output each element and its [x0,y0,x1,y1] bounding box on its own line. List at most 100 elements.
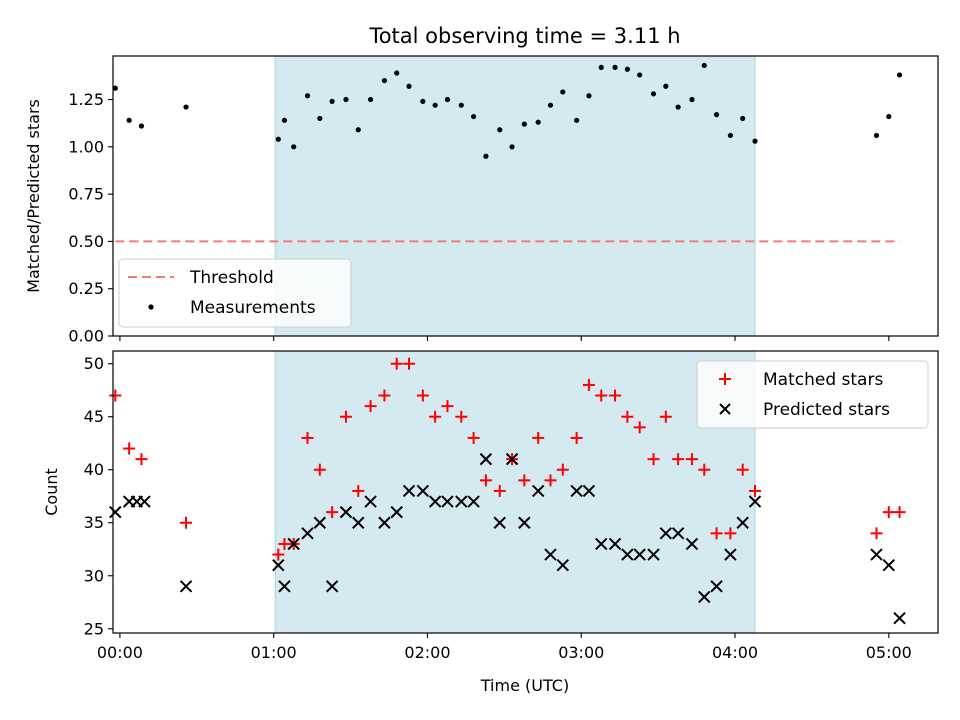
predicted-star-point [455,495,468,508]
measurement-point [281,117,288,123]
x-tick-label: 05:00 [866,643,912,662]
legend-predicted-label: Predicted stars [763,400,890,420]
legend-measurements-label: Measurements [190,298,316,318]
measurement-point [381,77,388,84]
matched-star-point [882,506,895,519]
measurement-point [444,96,451,103]
measurement-point [291,144,297,150]
measurement-point [138,123,145,129]
predicted-star-point [272,558,285,572]
matched-star-point [532,431,545,444]
measurement-point [329,98,335,105]
measurement-point [183,104,189,110]
measurement-point [586,93,592,99]
bottom-legend: Matched stars Predicted stars [696,360,929,429]
predicted-star-point [671,527,685,540]
measurement-point [612,64,618,70]
bottom-y-tick-label: 45 [84,407,104,426]
top-legend-box [118,258,352,328]
predicted-star-point [595,537,608,551]
matched-star-point [582,378,595,391]
legend-predicted-swatch [719,403,731,415]
matched-star-point [749,484,762,497]
predicted-star-point [325,580,339,593]
matched-star-point [479,474,492,487]
measurement-point [675,104,681,110]
x-axis-label: Time (UTC) [480,676,569,695]
matched-star-point [429,410,442,423]
legend-matched-label: Matched stars [763,370,883,390]
top-legend: Threshold Measurements [118,258,352,328]
matched-star-point [272,548,285,561]
predicted-star-point [870,548,883,561]
measurement-point [355,127,361,133]
predicted-star-point [518,516,531,529]
matched-star-point [659,410,672,423]
matched-star-point [455,410,468,423]
bottom-y-ticks: 25 30 35 40 45 50 [84,354,113,638]
measurement-point [112,85,118,91]
bottom-y-tick-label: 35 [84,513,104,532]
measurement-point [458,102,464,108]
bottom-legend-box [696,360,929,429]
predicted-star-point [582,484,596,498]
predicted-star-point [179,580,193,593]
top-y-tick-label: 1.00 [68,137,104,156]
measurement-point [574,117,580,123]
measurement-point [521,121,527,127]
predicted-star-point [278,580,291,593]
matched-star-point [609,389,622,402]
predicted-star-point [570,484,583,498]
predicted-star-point [441,495,454,508]
predicted-star-point [724,548,737,561]
predicted-star-point [608,537,622,551]
measurement-point [394,70,400,76]
matched-star-point [518,474,531,487]
matched-star-point [180,516,193,529]
predicted-star-point [428,495,442,508]
predicted-star-point [531,484,545,498]
predicted-star-point [109,505,122,519]
measurement-point [471,113,477,120]
predicted-star-point [698,590,711,604]
measurement-point [598,64,604,70]
top-x-ticks [119,336,890,341]
measurement-point [624,66,630,72]
observing-interval-shade-bottom [274,350,756,634]
measurement-point [886,113,892,120]
matched-star-point [441,400,454,413]
predicted-star-point [893,611,906,625]
predicted-star-point [339,505,353,519]
measurement-point [663,83,669,89]
matched-star-point [698,463,711,476]
matched-star-point [301,431,314,444]
measurement-point [689,96,695,103]
matched-star-point [339,410,352,423]
matched-star-point [544,474,557,487]
matched-star-point [467,431,480,444]
measurement-point [713,112,720,118]
measurement-point [740,115,746,122]
matched-star-point [364,400,377,413]
matched-star-point [326,506,339,519]
measurement-point [497,127,503,133]
x-tick-label: 04:00 [712,643,758,662]
matched-star-point [123,442,136,455]
observing-interval-shade-top [274,55,756,337]
matched-star-point [647,453,660,466]
predicted-star-point [479,452,493,466]
matched-star-point [595,389,608,402]
top-y-tick-label: 0.25 [68,279,104,298]
legend-threshold-label: Threshold [189,268,274,288]
predicted-star-point [544,548,557,561]
matched-star-point [493,484,506,497]
matched-star-point [390,357,403,370]
measurement-point [752,138,758,144]
observing-interval-bottom [274,350,756,634]
predicted-star-point [659,527,673,540]
matched-star-point [352,484,365,497]
measurement-point [650,91,657,97]
predicted-star-point [621,548,634,561]
top-plot-frame [112,55,939,337]
